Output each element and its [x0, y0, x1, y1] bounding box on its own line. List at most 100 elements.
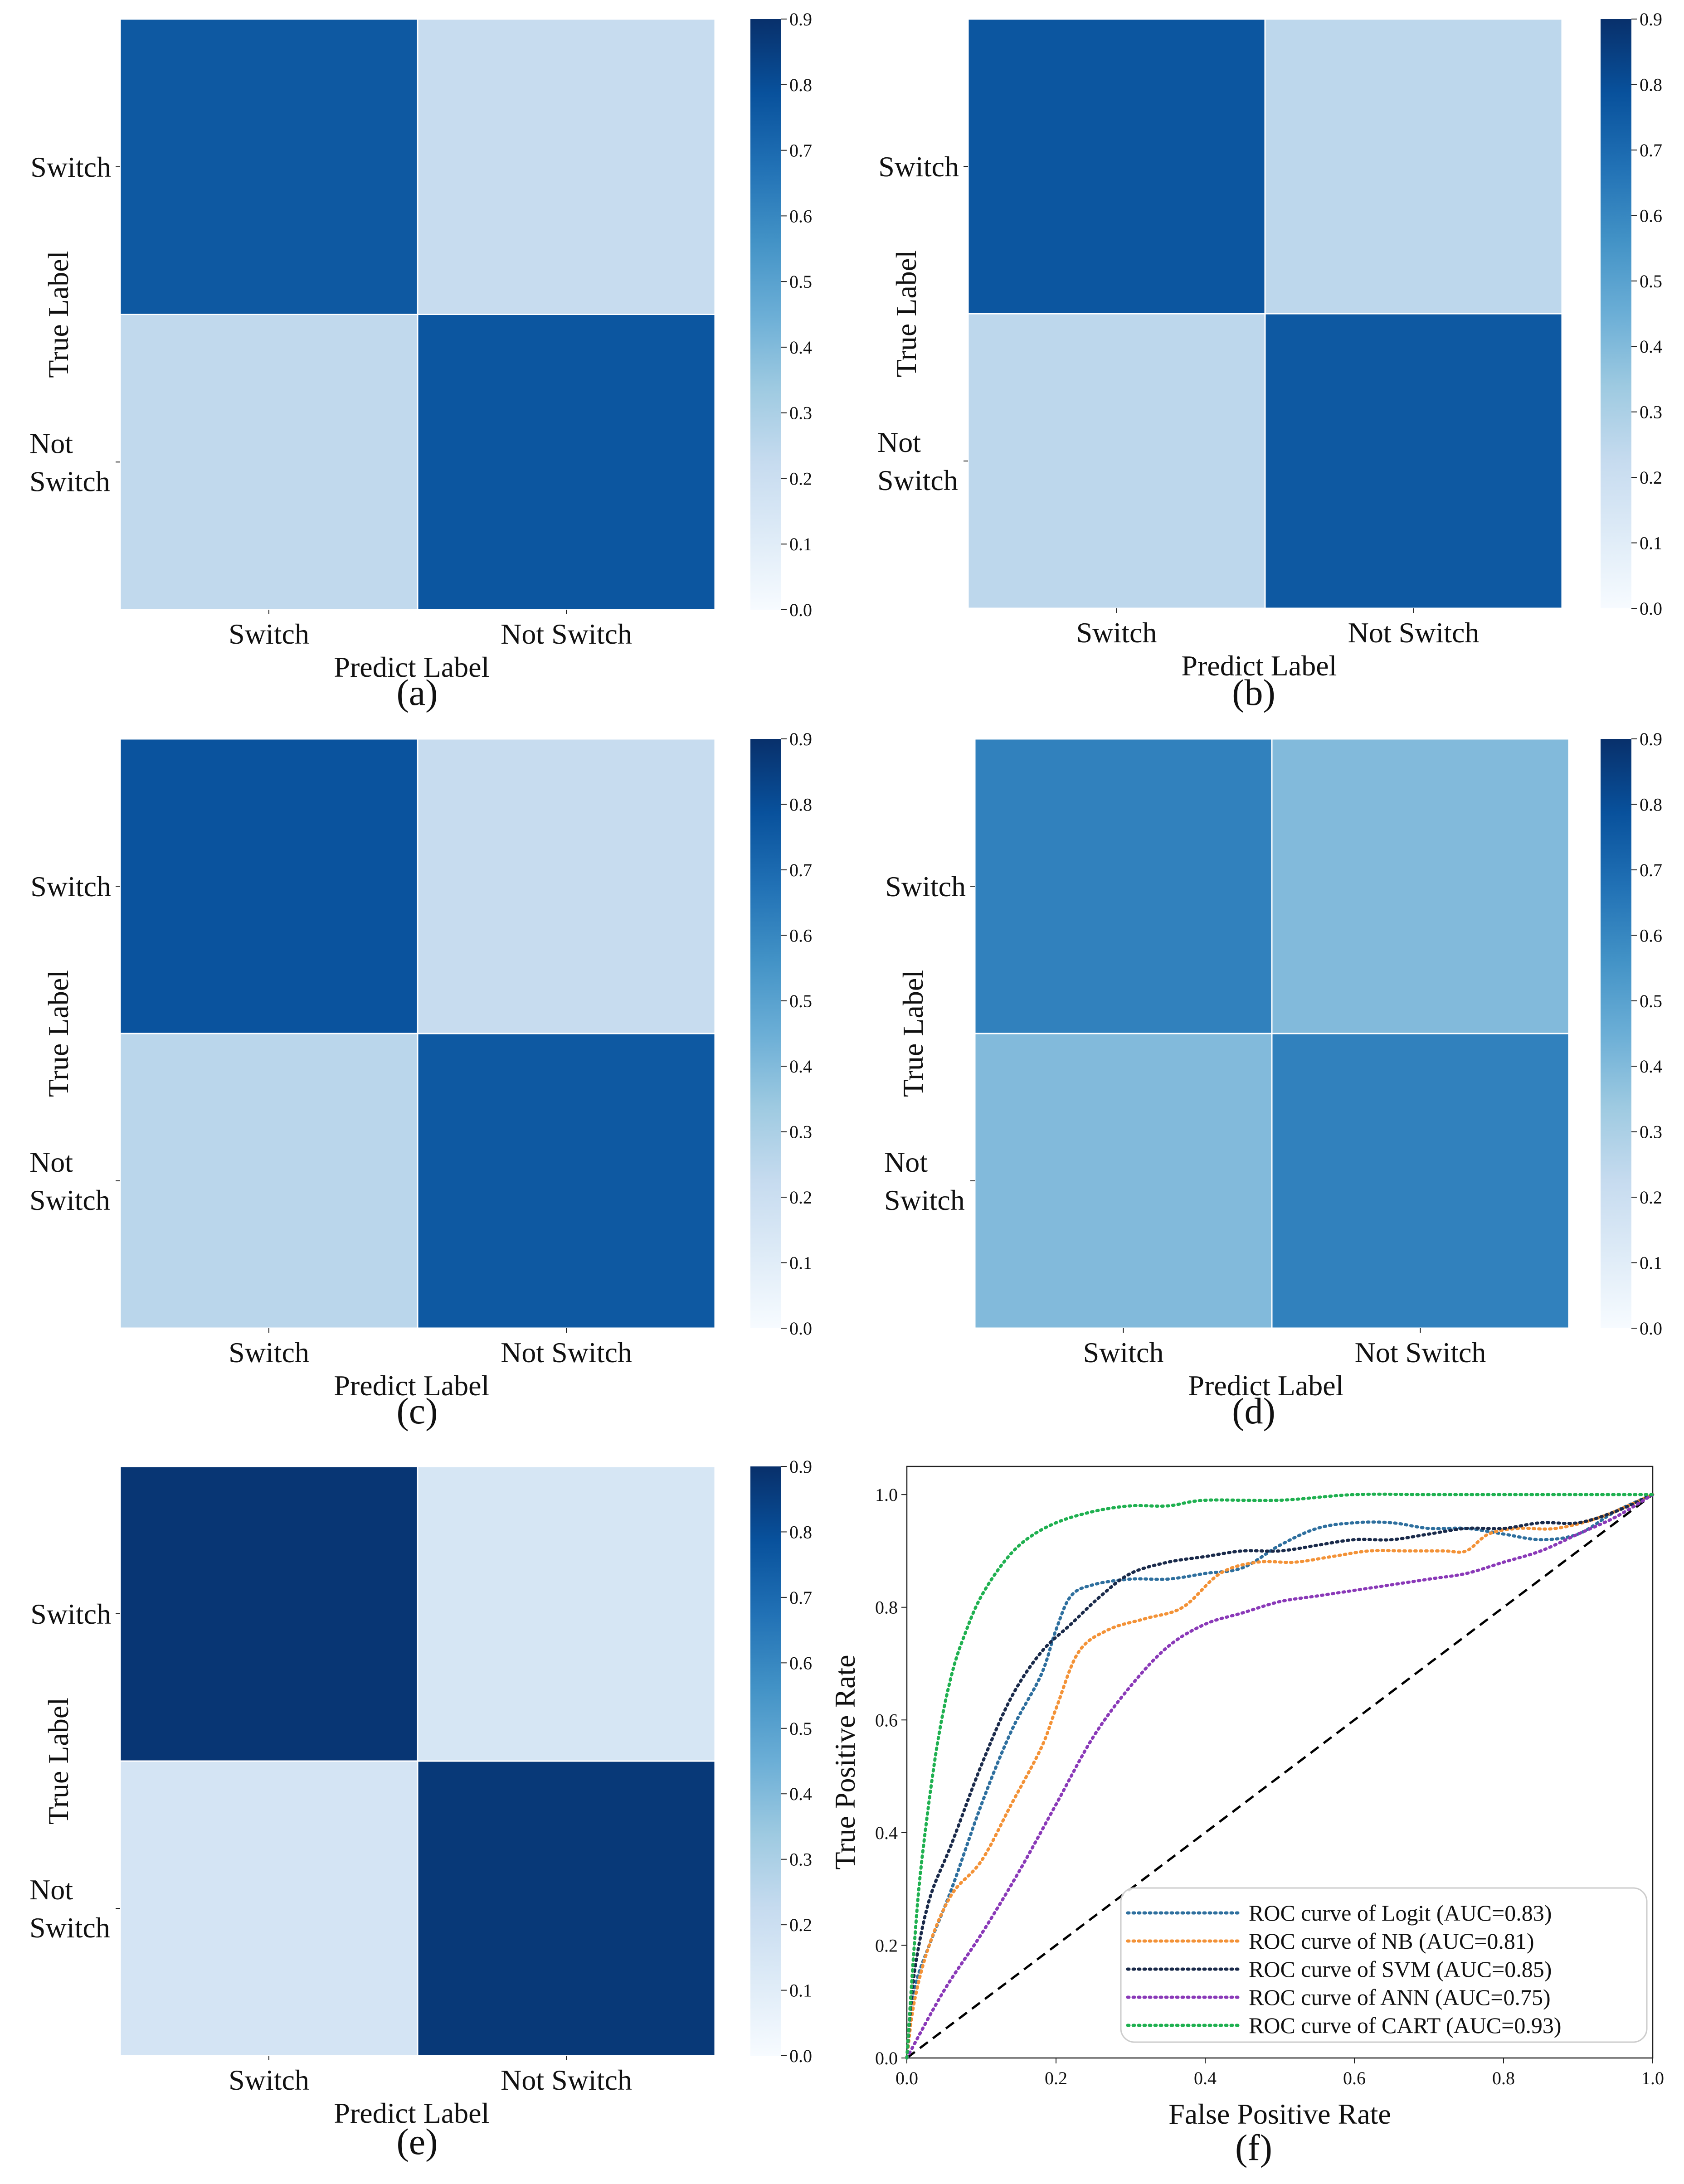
roc-curve-line-2 — [905, 1493, 1655, 2060]
y-tick-label: Not Switch — [29, 1873, 110, 1944]
y-axis-label: True Positive Rate — [829, 1655, 861, 1869]
x-axis-label: Predict Label — [1188, 1369, 1343, 1402]
y-axis-label: True Label — [42, 251, 74, 378]
colorbar-tick-label: 0.9 — [789, 9, 812, 29]
y-tick-label-line: Not — [884, 1146, 928, 1178]
colorbar-tick-label: 0.6 — [1640, 925, 1662, 946]
y-tick-label: 0.2 — [875, 1935, 898, 1956]
y-axis-label: True Label — [897, 970, 929, 1097]
y-tick-label-line: Not — [29, 427, 73, 459]
colorbar-tick-label: 0.5 — [789, 991, 812, 1011]
colorbar — [750, 739, 781, 1328]
y-tick-label-line: Switch — [30, 1598, 111, 1630]
colorbar-tick-label: 0.7 — [789, 860, 812, 880]
colorbar-tick-label: 0.2 — [1640, 467, 1662, 488]
colorbar — [750, 19, 781, 610]
colorbar-tick-label: 0.6 — [1640, 205, 1662, 226]
panel-label: (b) — [1232, 672, 1275, 713]
y-tick-label: Not Switch — [29, 1146, 110, 1216]
heatmap-cell — [974, 738, 1273, 1034]
x-axis-label: Predict Label — [334, 2097, 489, 2129]
colorbar-tick-label: 0.0 — [789, 2046, 812, 2066]
colorbar-tick-label: 0.4 — [1640, 1056, 1662, 1077]
colorbar-tick-label: 0.2 — [789, 468, 812, 489]
colorbar-tick-label: 0.8 — [789, 794, 812, 815]
x-tick-label: Switch — [1083, 1336, 1164, 1369]
y-tick-label-line: Switch — [30, 151, 111, 183]
y-tick-label-line: Switch — [30, 870, 111, 903]
heatmap-cell — [119, 1466, 419, 1762]
x-tick-label: 1.0 — [1641, 2068, 1664, 2088]
x-tick-label: Not Switch — [501, 2064, 632, 2096]
y-tick-label-line: Switch — [29, 1912, 110, 1944]
colorbar-tick-label: 0.1 — [1640, 1253, 1662, 1273]
legend-entry: ROC curve of Logit (AUC=0.83) — [1249, 1900, 1552, 1926]
colorbar-tick-label: 0.0 — [1640, 1318, 1662, 1339]
heatmap-cell — [417, 738, 716, 1034]
heatmap-cell — [1264, 313, 1563, 609]
y-tick-label: Switch — [878, 150, 959, 183]
x-axis-label: Predict Label — [334, 1369, 489, 1402]
legend-entry: ROC curve of CART (AUC=0.93) — [1249, 2013, 1562, 2038]
x-tick-label: 0.0 — [896, 2068, 918, 2088]
colorbar-tick-label: 0.3 — [789, 1122, 812, 1142]
colorbar-tick-label: 0.6 — [789, 1653, 812, 1673]
heatmap-cell — [974, 1033, 1273, 1329]
x-tick-label: 0.2 — [1045, 2068, 1067, 2088]
panel-label: (e) — [396, 2121, 438, 2162]
colorbar-tick-label: 0.8 — [1640, 794, 1662, 815]
colorbar-tick-label: 0.7 — [789, 1587, 812, 1608]
heatmap-cell — [967, 313, 1266, 609]
roc-panel-f: 0.0 0.2 0.4 0.6 0.8 1.0 0.0 0.2 0.4 0.6 0.8 1.0 Fals… — [829, 1466, 1664, 2168]
panel-label: (d) — [1232, 1390, 1275, 1432]
heatmap-cell — [119, 738, 419, 1034]
colorbar-tick-label: 0.3 — [789, 403, 812, 423]
colorbar-tick-label: 0.2 — [789, 1915, 812, 1935]
colorbar-tick-label: 0.4 — [1640, 336, 1662, 357]
colorbar-tick-label: 0.1 — [789, 1253, 812, 1273]
heatmap-cell — [119, 18, 419, 315]
colorbar-tick-label: 0.9 — [789, 729, 812, 749]
colorbar-tick-label: 0.5 — [789, 272, 812, 292]
roc-curve-line-3 — [905, 1493, 1655, 2060]
colorbar-tick-label: 0.3 — [789, 1849, 812, 1870]
y-axis-label: True Label — [890, 250, 922, 377]
heatmap-cell — [1271, 1033, 1570, 1329]
colorbar — [750, 1466, 781, 2056]
y-tick-label: Not Switch — [877, 426, 958, 496]
heatmap-cell — [119, 1760, 419, 2057]
colorbar-tick-label: 0.8 — [789, 75, 812, 95]
colorbar-tick-label: 0.5 — [789, 1718, 812, 1739]
x-axis-label: False Positive Rate — [1168, 2098, 1391, 2130]
colorbar — [1601, 19, 1631, 608]
y-tick-label: Not Switch — [884, 1146, 965, 1216]
y-tick-label: Switch — [30, 151, 111, 183]
y-tick-label: 0.0 — [875, 2048, 898, 2068]
y-tick-label-line: Switch — [877, 464, 958, 496]
roc-curve-line-1 — [905, 1493, 1655, 2060]
plot-frame — [906, 1466, 1654, 2059]
heatmap-cell — [119, 1033, 419, 1329]
colorbar-tick-label: 0.7 — [1640, 860, 1662, 880]
x-tick-label: 0.8 — [1492, 2068, 1515, 2088]
legend-box — [1120, 1887, 1648, 2043]
colorbar-tick-label: 0.4 — [789, 337, 812, 358]
y-tick-label: 0.4 — [875, 1823, 898, 1843]
y-tick-label: 1.0 — [875, 1485, 898, 1505]
y-axis-label: True Label — [42, 970, 74, 1097]
colorbar-tick-label: 0.9 — [789, 1456, 812, 1477]
legend-entry: ROC curve of SVM (AUC=0.85) — [1249, 1956, 1552, 1982]
colorbar-tick-label: 0.5 — [1640, 271, 1662, 291]
colorbar-tick-label: 0.0 — [789, 1318, 812, 1339]
y-axis-label: True Label — [42, 1698, 74, 1825]
colorbar-tick-label: 0.9 — [1640, 9, 1662, 29]
heatmap-cell — [417, 1760, 716, 2057]
heatmap-cell — [1271, 738, 1570, 1034]
chance-diagonal-line — [906, 1494, 1654, 2059]
colorbar-tick-label: 0.7 — [789, 141, 812, 161]
colorbar-tick-label: 0.1 — [789, 1980, 812, 2001]
colorbar-tick-label: 0.0 — [789, 600, 812, 620]
colorbar-tick-label: 0.3 — [1640, 402, 1662, 422]
